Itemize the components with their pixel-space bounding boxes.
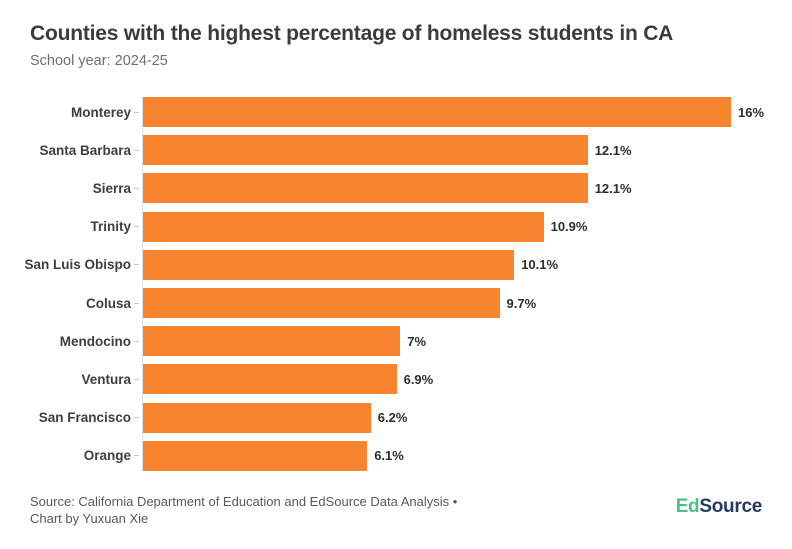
bar xyxy=(143,288,500,319)
tick-mark xyxy=(134,264,139,266)
bar xyxy=(143,402,371,433)
value-label: 6.2% xyxy=(377,410,408,426)
edsource-logo-ed: Ed xyxy=(675,496,700,517)
bar xyxy=(143,364,397,395)
bar-row: Ventura 6.9% xyxy=(0,360,792,398)
edsource-logo-source: Source xyxy=(699,496,762,517)
value-label: 12.1% xyxy=(594,142,632,158)
value-label: 10.1% xyxy=(521,257,559,273)
value-label: 10.9% xyxy=(550,219,588,235)
bar-row: Colusa 9.7% xyxy=(0,284,792,322)
source-line-1: Source: California Department of Educati… xyxy=(30,494,458,509)
chart-subtitle: School year: 2024-25 xyxy=(30,53,168,69)
bar-row: San Francisco 6.2% xyxy=(0,399,792,437)
bar xyxy=(143,135,588,166)
bar xyxy=(143,440,368,471)
source-line-2: Chart by Yuxuan Xie xyxy=(30,510,149,526)
tick-mark xyxy=(134,187,139,189)
bar-row: San Luis Obispo 10.1% xyxy=(0,246,792,284)
bar-row: Santa Barbara 12.1% xyxy=(0,131,792,169)
bar xyxy=(143,173,588,204)
y-axis-line xyxy=(142,96,143,472)
tick-mark xyxy=(134,111,139,113)
bar xyxy=(143,249,515,280)
value-label: 6.9% xyxy=(403,371,434,387)
value-label: 7% xyxy=(407,333,427,349)
bar-row: Trinity 10.9% xyxy=(0,208,792,246)
value-label: 6.1% xyxy=(374,448,404,464)
category-label: Ventura xyxy=(81,371,131,387)
category-label: Mendocino xyxy=(59,333,131,349)
category-label: Trinity xyxy=(90,219,131,235)
bar-row: Sierra 12.1% xyxy=(0,169,792,207)
bar-row: Monterey 16% xyxy=(0,93,792,131)
bar xyxy=(143,326,401,357)
chart-title: Counties with the highest percentage of … xyxy=(30,22,674,45)
category-label: Colusa xyxy=(85,295,131,311)
bar xyxy=(143,211,544,242)
bar-row: Mendocino 7% xyxy=(0,322,792,360)
value-label: 16% xyxy=(738,104,765,120)
edsource-logo: EdSource xyxy=(675,496,763,518)
tick-mark xyxy=(134,149,139,151)
bar-chart: Monterey 16% Santa Barbara 12.1% Sierra … xyxy=(0,93,792,475)
value-label: 9.7% xyxy=(506,295,537,311)
category-label: San Francisco xyxy=(38,410,131,426)
tick-mark xyxy=(134,226,139,228)
category-label: Monterey xyxy=(70,104,131,120)
category-label: Orange xyxy=(83,448,131,464)
tick-mark xyxy=(134,417,139,419)
tick-mark xyxy=(134,378,139,380)
source-credit: Source: California Department of Educati… xyxy=(30,494,457,527)
tick-mark xyxy=(134,302,139,304)
bar-row: Orange 6.1% xyxy=(0,437,792,475)
category-label: San Luis Obispo xyxy=(24,257,131,273)
tick-mark xyxy=(134,455,139,457)
category-label: Santa Barbara xyxy=(39,142,131,158)
category-label: Sierra xyxy=(92,180,131,196)
tick-mark xyxy=(134,340,139,342)
bar xyxy=(143,97,731,128)
value-label: 12.1% xyxy=(594,180,632,196)
